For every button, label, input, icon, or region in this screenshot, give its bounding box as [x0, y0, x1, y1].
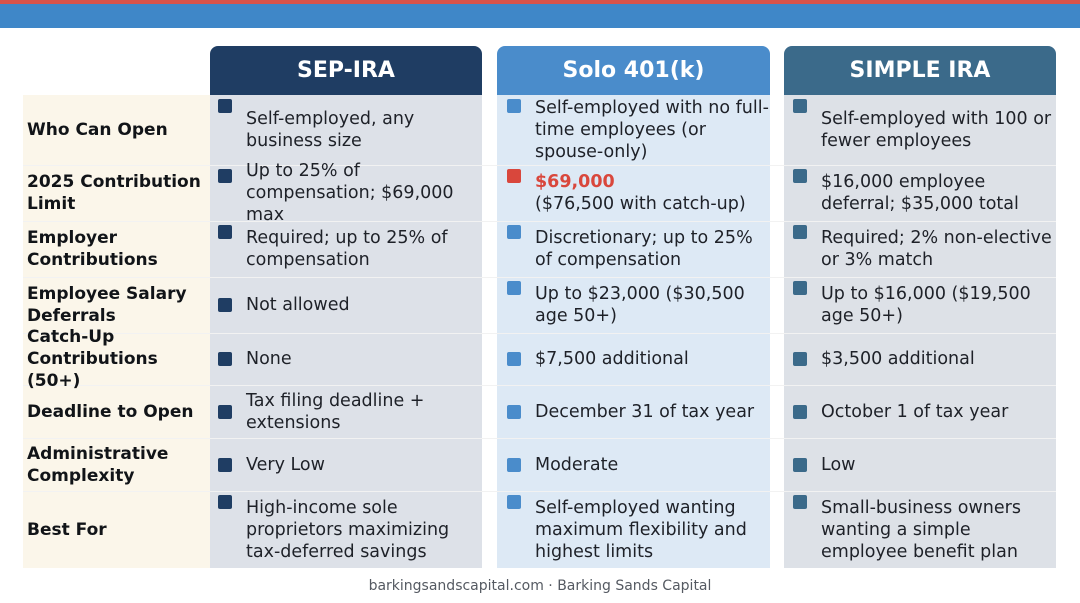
bullet-icon	[218, 457, 232, 472]
bullet-icon	[218, 352, 232, 366]
bullet-icon	[507, 99, 521, 113]
row-divider	[23, 385, 1056, 386]
footer-credit: barkingsandscapital.com · Barking Sands …	[368, 578, 712, 594]
table-cell: Up to $16,000 ($19,500 age 50+)	[793, 277, 1055, 333]
row-label-catch-up: Catch-Up Contributions (50+)	[27, 327, 158, 391]
table-cell: $16,000 employee deferral; $35,000 total	[793, 165, 1055, 221]
cell-text: Required; up to 25% of compensation	[246, 228, 448, 270]
cell-text: Up to 25% of compensation; $69,000 max	[246, 161, 454, 225]
table-cell: Self-employed wanting maximum flexibilit…	[507, 491, 769, 568]
row-divider	[23, 277, 1056, 278]
cell-text: Moderate	[535, 454, 619, 475]
bullet-icon	[218, 495, 232, 509]
cell-text: Discretionary; up to 25% of compensation	[535, 228, 753, 270]
solo-401k-column	[497, 95, 770, 568]
table-cell: Tax filing deadline + extensions	[218, 385, 484, 438]
table-cell: High-income sole proprietors maximizing …	[218, 491, 484, 568]
cell-text: Self-employed wanting maximum flexibilit…	[535, 497, 747, 562]
cell-text: December 31 of tax year	[535, 401, 755, 422]
row-divider	[23, 165, 1056, 166]
bullet-icon	[507, 404, 521, 419]
bullet-icon	[218, 404, 232, 419]
row-label-complexity: Administrative Complexity	[27, 443, 169, 486]
bullet-icon	[507, 281, 521, 295]
table-cell: None	[218, 333, 484, 385]
cell-text: Required; 2% non-elective or 3% match	[821, 228, 1052, 270]
solo-401k-header: Solo 401(k)	[497, 46, 770, 95]
table-cell: Up to 25% of compensation; $69,000 max	[218, 161, 484, 225]
bullet-icon	[793, 225, 807, 239]
row-label-best-for: Best For	[27, 519, 107, 540]
bullet-icon	[793, 99, 807, 113]
table-cell: Discretionary; up to 25% of compensation	[507, 221, 769, 277]
cell-text: None	[246, 349, 292, 369]
table-cell: Low	[793, 438, 1055, 491]
row-divider	[23, 491, 1056, 492]
table-cell: $7,500 additional	[507, 333, 769, 385]
bullet-icon	[793, 169, 807, 183]
bullet-icon	[793, 404, 807, 419]
simple-ira-header: SIMPLE IRA	[784, 46, 1056, 95]
row-label-employer-contributions: Employer Contributions	[27, 228, 158, 270]
table-cell: Self-employed, any business size	[218, 95, 484, 165]
bullet-icon	[507, 225, 521, 239]
cell-text: Up to $23,000 ($30,500 age 50+)	[535, 284, 745, 326]
table-cell: $3,500 additional	[793, 333, 1055, 385]
table-cell: $69,000 ($76,500 with catch-up)	[507, 165, 769, 221]
cell-text: $16,000 employee deferral; $35,000 total	[821, 172, 1019, 214]
table-cell: October 1 of tax year	[793, 385, 1055, 438]
bullet-icon	[218, 225, 232, 239]
cell-text: $69,000 ($76,500 with catch-up)	[535, 171, 746, 215]
table-cell: Self-employed with 100 or fewer employee…	[793, 95, 1055, 165]
table-cell: Required; 2% non-elective or 3% match	[793, 221, 1055, 277]
cell-text: High-income sole proprietors maximizing …	[246, 497, 450, 562]
highlight-value: $69,000	[535, 172, 615, 192]
table-cell: Up to $23,000 ($30,500 age 50+)	[507, 277, 769, 333]
top-accent-bar-blue	[0, 4, 1080, 28]
bullet-icon	[507, 495, 521, 509]
simple-ira-column	[784, 95, 1056, 568]
row-label-deadline: Deadline to Open	[27, 401, 194, 422]
cell-text: Small-business owners wanting a simple e…	[821, 497, 1021, 562]
cell-text: $7,500 additional	[535, 349, 689, 369]
bullet-icon	[793, 457, 807, 472]
bullet-icon	[507, 457, 521, 472]
bullet-icon	[218, 169, 232, 183]
cell-text: Low	[821, 454, 856, 475]
row-label-column	[23, 95, 210, 568]
table-cell: Very Low	[218, 438, 484, 491]
table-cell: Required; up to 25% of compensation	[218, 221, 484, 277]
cell-text: Tax filing deadline + extensions	[246, 390, 425, 433]
bullet-icon	[793, 281, 807, 295]
row-divider	[23, 438, 1056, 439]
cell-text: Very Low	[246, 454, 325, 475]
table-cell: Self-employed with no full-time employee…	[507, 95, 769, 165]
cell-text: Not allowed	[246, 295, 350, 315]
bullet-icon	[218, 298, 232, 312]
table-cell: December 31 of tax year	[507, 385, 769, 438]
row-label-salary-deferrals: Employee Salary Deferrals	[27, 284, 187, 326]
sep-ira-column	[210, 95, 482, 568]
table-cell: Not allowed	[218, 277, 484, 333]
bullet-icon	[793, 352, 807, 366]
cell-text: Self-employed with no full-time employee…	[535, 98, 769, 162]
cell-text: $3,500 additional	[821, 349, 975, 369]
cell-text: Self-employed with 100 or fewer employee…	[821, 109, 1052, 151]
table-cell: Moderate	[507, 438, 769, 491]
sep-ira-header: SEP-IRA	[210, 46, 482, 95]
table-cell: Small-business owners wanting a simple e…	[793, 491, 1055, 568]
bullet-icon	[218, 99, 232, 113]
top-accent-bar-red	[0, 0, 1080, 4]
cell-text: Self-employed, any business size	[246, 109, 415, 151]
row-label-contribution-limit: 2025 Contribution Limit	[27, 172, 201, 214]
row-divider	[23, 221, 1056, 222]
cell-text: October 1 of tax year	[821, 401, 1009, 422]
row-label-who-can-open: Who Can Open	[27, 120, 168, 140]
row-divider	[23, 333, 1056, 334]
cell-subtext: ($76,500 with catch-up)	[535, 194, 746, 214]
bullet-icon	[507, 352, 521, 366]
cell-text: Up to $16,000 ($19,500 age 50+)	[821, 284, 1031, 326]
bullet-icon	[793, 495, 807, 509]
highlight-bullet-icon	[507, 169, 521, 183]
